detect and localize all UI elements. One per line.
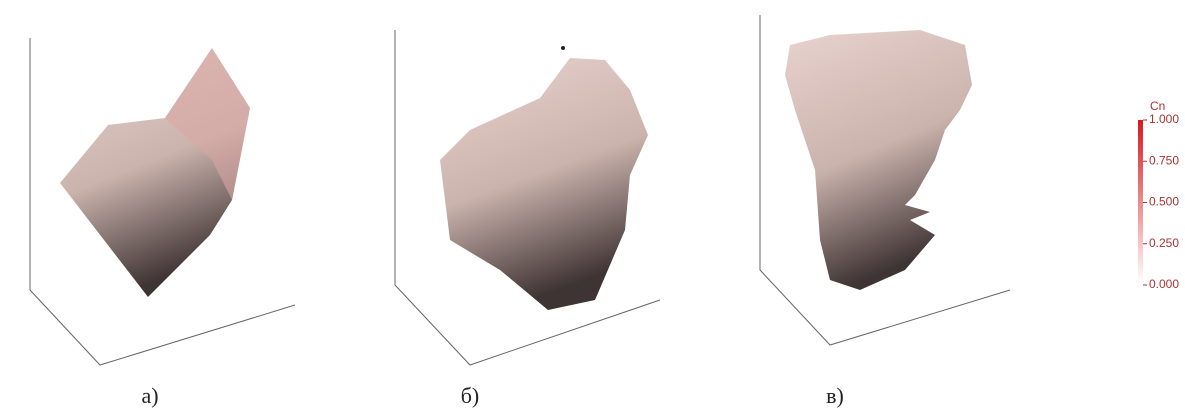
panel-c (760, 15, 1010, 345)
colorbar-title: Cn (1150, 99, 1165, 113)
colorbar-tick-label: 0.250 (1149, 236, 1179, 250)
colorbar (1138, 120, 1143, 285)
panel-b (395, 30, 660, 365)
panel-label: в) (826, 383, 844, 408)
figure: а) б) в) Cn 1.000 0.750 0.500 0.250 0.000 (0, 0, 1185, 417)
colorbar-tick-label: 0.750 (1149, 153, 1179, 167)
colorbar-tick-label: 0.000 (1149, 277, 1179, 291)
colorbar-tick-label: 1.000 (1149, 112, 1179, 126)
point (561, 46, 565, 50)
surface (785, 30, 972, 290)
colorbar-tick-label: 0.500 (1149, 195, 1179, 209)
panel-label: а) (141, 383, 158, 408)
surface (440, 58, 648, 310)
panel-label: б) (461, 383, 480, 408)
panel-a (30, 38, 295, 365)
